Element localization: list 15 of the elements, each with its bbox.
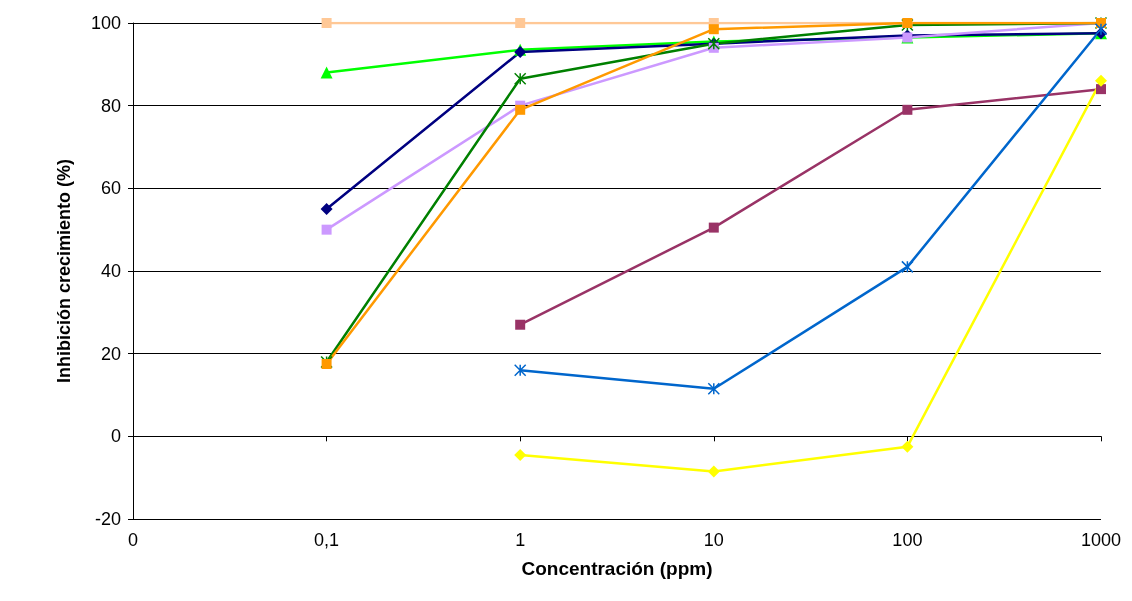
x-tick-label: 0,1 <box>314 530 340 550</box>
x-tick-label: 100 <box>892 530 923 550</box>
x-axis-title: Concentración (ppm) <box>521 558 713 579</box>
x-tick-label: 1000 <box>1080 530 1121 550</box>
y-tick-label: 40 <box>100 261 121 281</box>
x-tick-label: 1 <box>515 530 526 550</box>
y-tick-label: 100 <box>90 13 121 33</box>
y-axis-title: Inhibición crecimiento (%) <box>54 158 74 384</box>
y-tick-label: 0 <box>110 426 121 447</box>
y-tick-label: -20 <box>94 509 121 529</box>
x-tick-label: 0 <box>127 530 139 550</box>
x-tick-label: 10 <box>703 530 724 550</box>
y-tick-label: 60 <box>100 178 121 199</box>
y-tick-label: 80 <box>100 95 121 116</box>
y-tick-label: 20 <box>100 343 121 364</box>
